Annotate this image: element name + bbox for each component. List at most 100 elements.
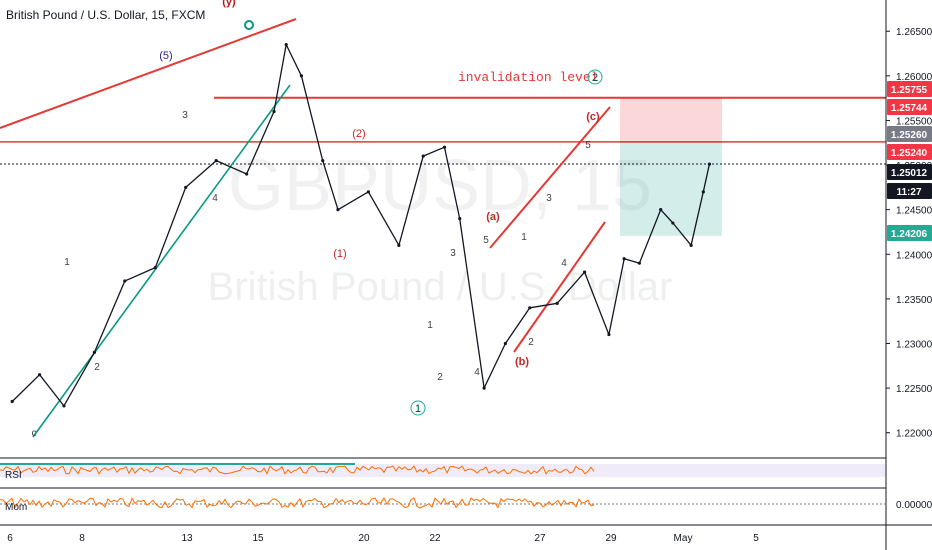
price-tick-label: 1.24000 <box>896 250 932 261</box>
wave-label[interactable]: 2 <box>94 362 100 373</box>
wave-label[interactable]: (c) <box>586 111 600 123</box>
wave-label[interactable]: 4 <box>561 258 567 269</box>
stop-loss-zone[interactable] <box>620 97 722 142</box>
price-point <box>671 221 675 225</box>
channel-upper[interactable] <box>489 106 611 249</box>
price-point <box>659 208 663 212</box>
wave-label[interactable]: (y) <box>222 0 236 8</box>
trendline-green[interactable] <box>32 84 291 438</box>
price-badge-label: 1.24206 <box>891 229 928 240</box>
wave-label[interactable]: 5 <box>585 140 591 151</box>
price-point <box>637 261 641 265</box>
price-point <box>503 341 508 346</box>
wave-label[interactable]: 4 <box>474 367 480 378</box>
price-point <box>607 332 611 337</box>
trendline-top[interactable] <box>0 18 297 129</box>
price-point <box>184 185 188 189</box>
wave-label[interactable]: 2 <box>528 337 534 348</box>
wave-label[interactable]: 1 <box>427 320 433 331</box>
price-point <box>245 172 249 176</box>
time-tick-label: 8 <box>79 533 85 544</box>
mom-line <box>0 496 595 509</box>
price-badge[interactable]: 1.25260 <box>887 126 932 142</box>
price-tick-label: 1.26000 <box>896 72 932 83</box>
wave-label[interactable]: 3 <box>450 248 456 259</box>
price-point <box>336 208 340 212</box>
time-tick-label: 29 <box>605 533 617 544</box>
price-point <box>421 154 425 158</box>
price-point <box>689 243 693 247</box>
mom-label: Mom <box>5 502 27 513</box>
price-tick-label: 1.23500 <box>896 295 932 306</box>
price-series-line <box>11 43 711 407</box>
wave-label[interactable]: 4 <box>212 193 218 204</box>
watermark-symbol: GBPUSD, 15 <box>228 146 652 226</box>
time-tick-label: 27 <box>534 533 546 544</box>
price-badge-bg <box>887 164 932 180</box>
invalidation-circle <box>587 69 603 85</box>
price-point <box>62 404 66 408</box>
wave-circle-label: 1 <box>415 403 421 415</box>
price-badge-bg <box>887 144 932 160</box>
mom-axis-tick: 0.00000 <box>896 500 932 511</box>
price-point <box>442 145 447 149</box>
channel-lower[interactable] <box>513 221 606 353</box>
time-tick-label: 15 <box>252 533 264 544</box>
invalidation-circle-label: 2 <box>592 72 598 84</box>
price-badge-bg <box>887 99 932 115</box>
time-tick-label: 20 <box>358 533 370 544</box>
price-badge-label: 1.25012 <box>891 168 928 179</box>
price-badge[interactable]: 1.25744 <box>887 99 932 115</box>
wave-label[interactable]: 3 <box>546 193 552 204</box>
wave-label[interactable]: 1 <box>64 257 70 268</box>
price-badge[interactable]: 1.25240 <box>887 144 932 160</box>
price-badge[interactable]: 11:27 <box>887 183 932 199</box>
price-tick-label: 1.22000 <box>896 429 932 440</box>
wave-label[interactable]: (a) <box>486 211 500 223</box>
wave-circle-marker <box>410 400 426 416</box>
price-point <box>37 373 42 377</box>
price-point <box>482 386 486 390</box>
price-point <box>123 279 127 283</box>
price-badge[interactable]: 1.25012 <box>887 164 932 180</box>
invalidation-label: invalidation level <box>458 70 599 85</box>
rsi-label: RSI <box>5 470 22 481</box>
price-tick-label: 1.26500 <box>896 27 932 38</box>
price-point <box>92 350 96 355</box>
price-point <box>397 243 401 247</box>
wave-label[interactable]: 3 <box>182 110 188 121</box>
price-point <box>707 162 712 166</box>
price-badge-bg <box>887 225 932 241</box>
price-point <box>555 301 559 305</box>
price-badge-label: 1.25260 <box>891 130 928 141</box>
price-badge[interactable]: 1.25755 <box>887 81 932 97</box>
symbol-title[interactable]: British Pound / U.S. Dollar, 15, FXCM <box>6 8 206 22</box>
price-badge-bg <box>887 126 932 142</box>
price-point <box>284 43 288 47</box>
wave-label[interactable]: 5 <box>483 235 489 246</box>
wave-label[interactable]: (b) <box>515 356 529 368</box>
wave-label[interactable]: (2) <box>352 128 365 140</box>
wave-label[interactable]: (1) <box>333 248 346 260</box>
time-tick-label: May <box>674 533 693 544</box>
price-badge-label: 1.25755 <box>891 85 928 96</box>
price-tick-label: 1.25500 <box>896 116 932 127</box>
wave-label[interactable]: 1 <box>521 232 527 243</box>
wave-label[interactable]: (5) <box>159 50 172 62</box>
price-tick-label: 1.24500 <box>896 206 932 217</box>
wave-label[interactable]: 2 <box>437 372 443 383</box>
price-badge-bg <box>887 81 932 97</box>
price-point <box>366 190 371 194</box>
price-tick-label: 1.22500 <box>896 384 932 395</box>
price-point <box>622 257 626 261</box>
wave-label[interactable]: c <box>32 428 37 439</box>
price-badge-label: 1.25744 <box>891 103 928 114</box>
price-point <box>10 399 14 404</box>
price-tick-label: 1.23000 <box>896 339 932 350</box>
price-badge[interactable]: 1.24206 <box>887 225 932 241</box>
price-badge-label: 11:27 <box>896 187 921 198</box>
peak-circle-marker <box>244 20 254 30</box>
rsi-line <box>0 465 595 475</box>
